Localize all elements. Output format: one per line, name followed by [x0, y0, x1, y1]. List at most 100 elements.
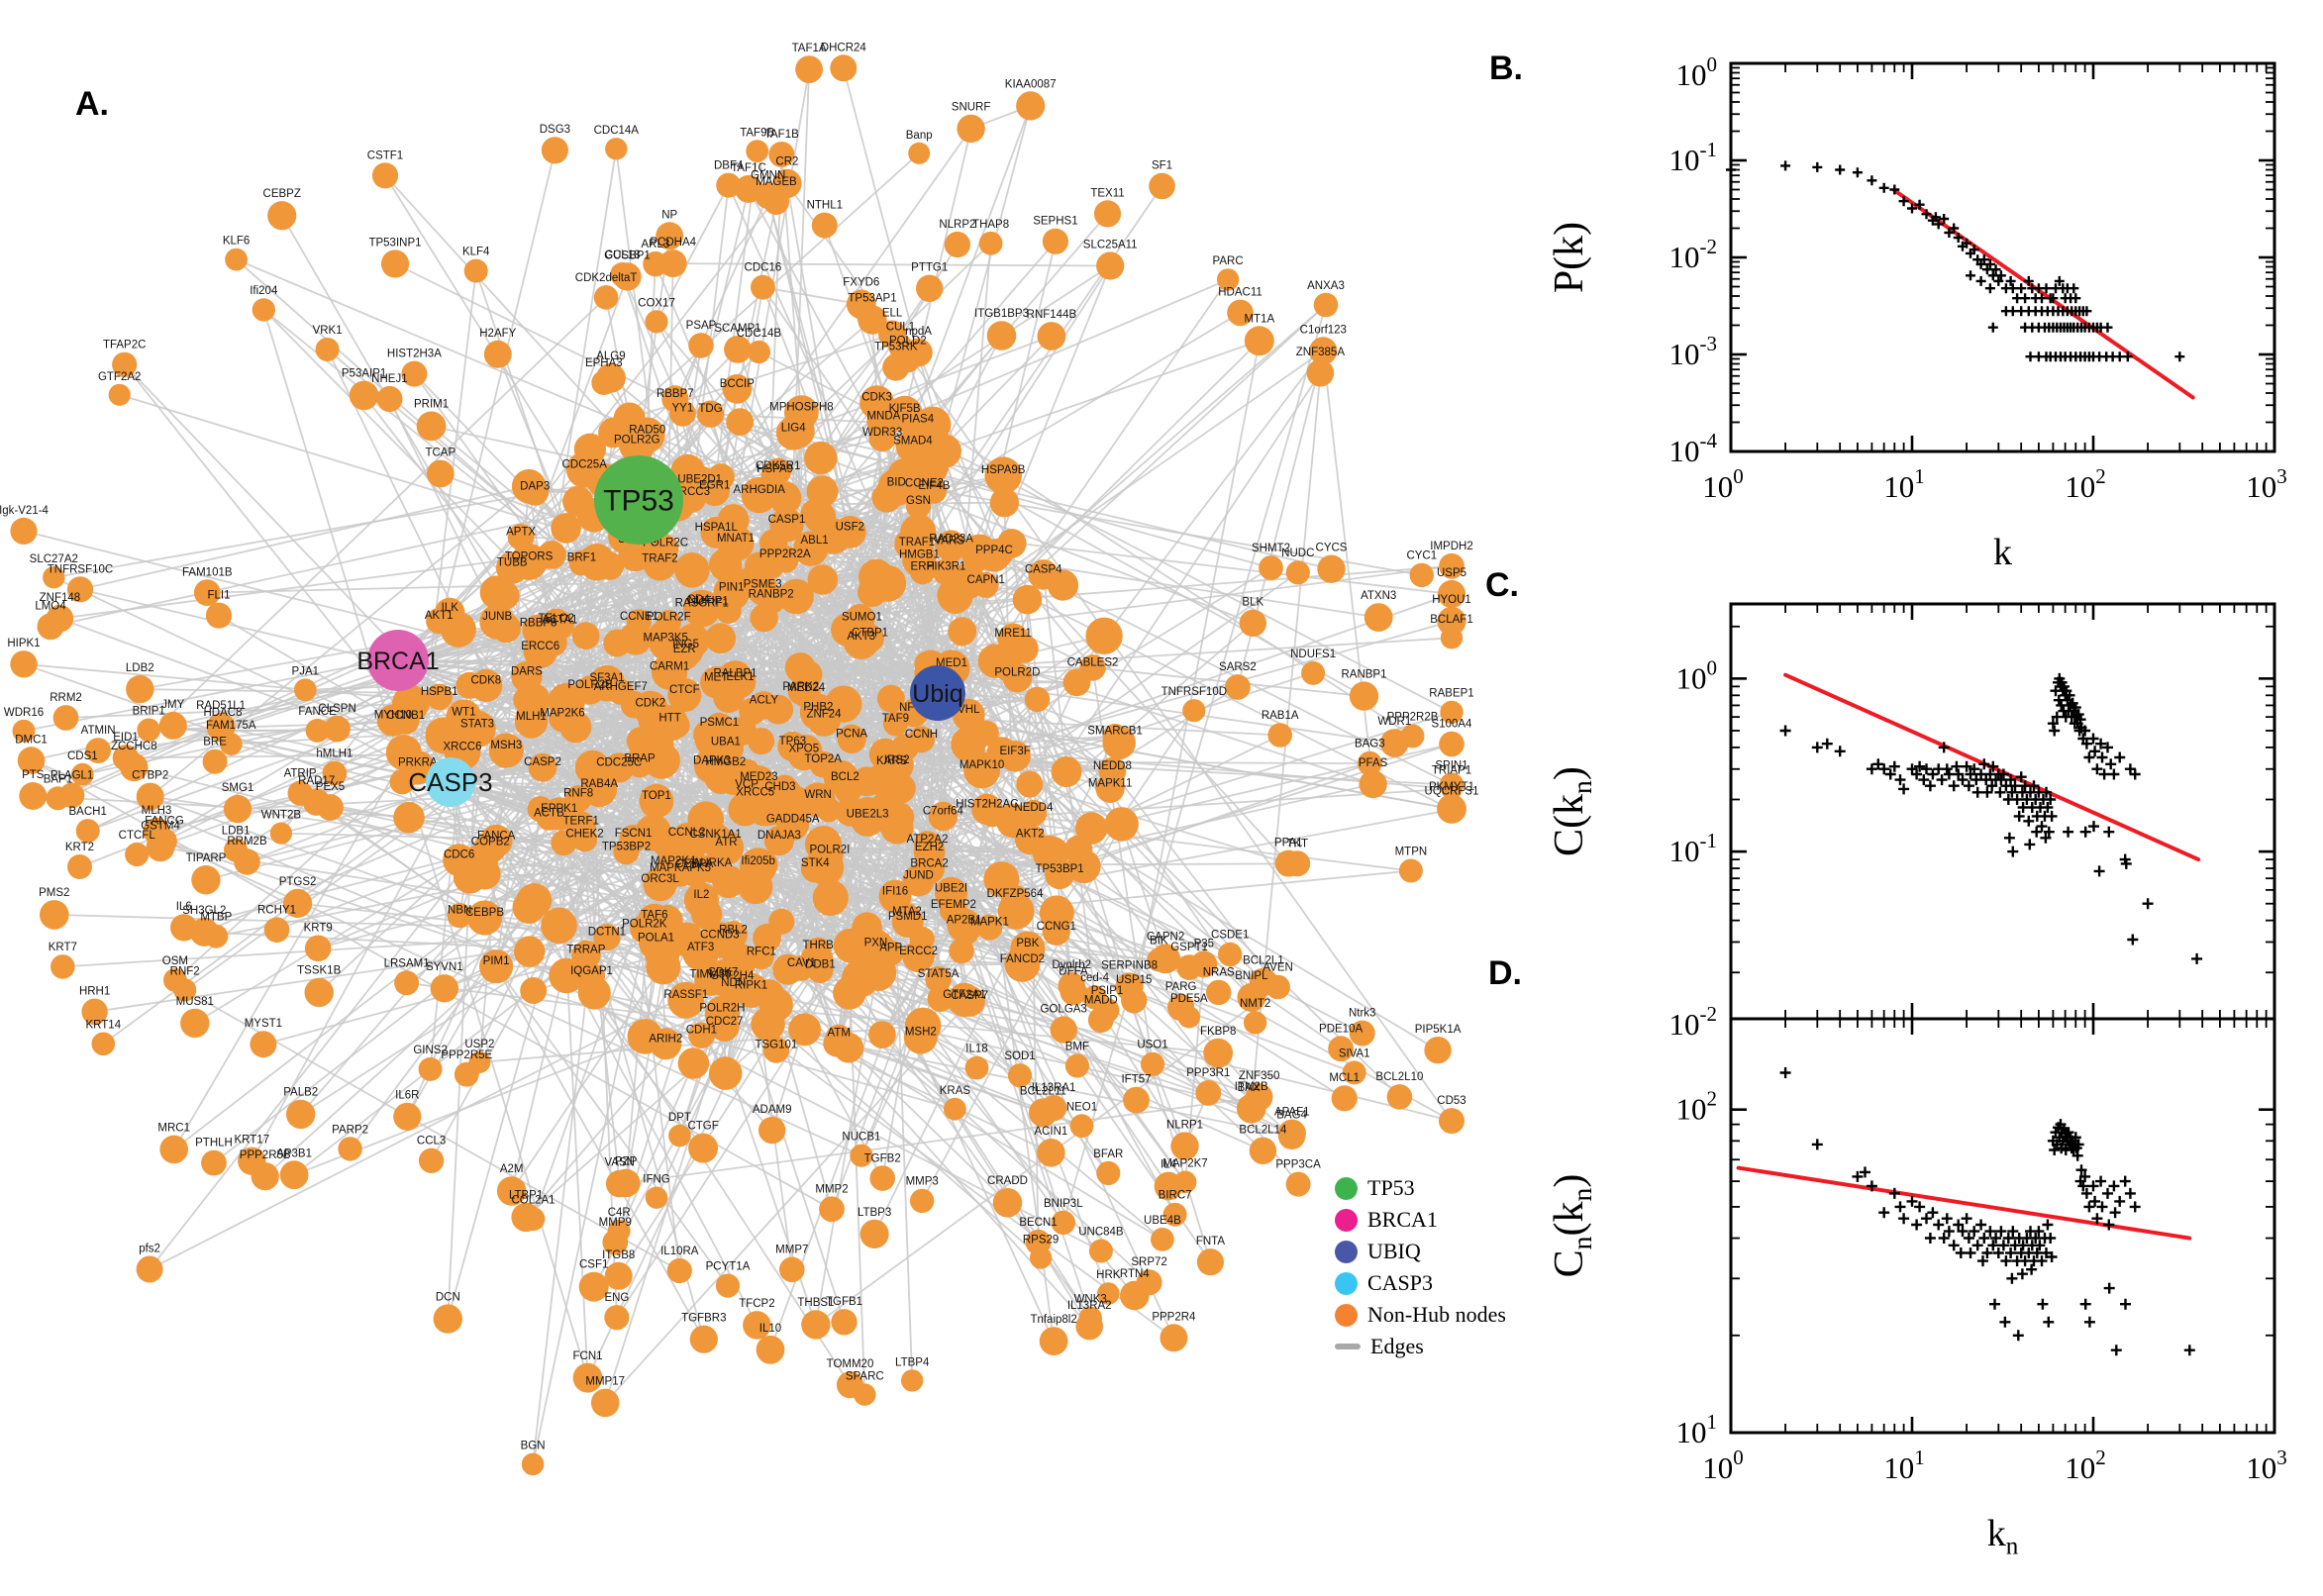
gene-label: TUBB: [497, 557, 528, 569]
gene-node: [1196, 1248, 1224, 1276]
gene-node: [909, 927, 935, 952]
gene-label: ATXN3: [1361, 590, 1396, 602]
gene-node: [1225, 674, 1251, 700]
gene-node: [895, 348, 921, 373]
gene-label: RASSF1: [663, 989, 708, 1001]
gene-label: ING5: [672, 639, 699, 650]
gene-label: NP: [661, 209, 677, 221]
gene-label: JUND: [903, 870, 934, 882]
gene-node: [158, 711, 187, 740]
gene-label: MSH2: [905, 1027, 937, 1039]
gene-node: [705, 623, 737, 654]
gene-node: [1047, 569, 1079, 601]
gene-node: [1386, 1084, 1413, 1110]
gene-label: THAP8: [972, 219, 1009, 231]
gene-node: [1012, 584, 1043, 615]
gene-label: APP: [879, 943, 902, 954]
gene-label: LTBP4: [895, 1356, 930, 1368]
gene-node: [202, 748, 228, 774]
gene-node: [1004, 946, 1041, 982]
gene-node: [528, 752, 557, 782]
gene-label: RRM2B: [227, 836, 267, 848]
gene-node: [81, 998, 108, 1025]
gene-label: MRC1: [157, 1123, 190, 1135]
gene-label: BRCA2: [910, 858, 948, 870]
gene-node: [1097, 1282, 1120, 1305]
gene-node: [747, 340, 771, 364]
gene-label: IFNG: [643, 1174, 670, 1186]
gene-node: [696, 400, 725, 428]
gene-node: [376, 385, 403, 413]
gene-node: [1227, 299, 1254, 327]
gene-node: [759, 529, 788, 557]
gene-label: USO1: [1137, 1040, 1167, 1051]
gene-label: NUDC: [1281, 548, 1314, 559]
gene-node: [939, 895, 968, 924]
panel-label-b: B.: [1489, 50, 1523, 87]
gene-label: PARG: [1165, 981, 1197, 993]
gene-label: CYC1: [1406, 550, 1437, 562]
gene-label: JMY: [161, 699, 184, 711]
gene-label: PPP2R4: [1152, 1311, 1196, 1323]
gene-node: [488, 733, 524, 768]
gene-label: MRE11: [994, 628, 1032, 640]
gene-label: BCL2L14: [1239, 1125, 1287, 1137]
gene-node: [708, 1056, 743, 1090]
gene-label: ILK: [442, 602, 459, 614]
gene-node: [559, 711, 592, 744]
gene-label: SPARC: [846, 1370, 884, 1382]
gene-label: PPP3CA: [1275, 1159, 1321, 1171]
gene-node: [1037, 322, 1066, 350]
gene-label: POLR2B: [567, 679, 613, 691]
gene-node: [269, 822, 292, 845]
gene-label: RIPK1: [735, 979, 767, 991]
gene-node: [916, 274, 944, 302]
gene-label: PCDHA4: [650, 237, 696, 249]
gene-label: DDB1: [805, 959, 836, 971]
gene-node: [1190, 950, 1218, 978]
gene-node: [812, 879, 849, 917]
gene-label: GMNN: [751, 169, 785, 181]
gene-node: [910, 1188, 935, 1214]
svg-text:102: 102: [2065, 1446, 2106, 1485]
gene-node: [901, 1369, 924, 1392]
gene-label: SOD1: [1004, 1050, 1035, 1062]
gene-node: [819, 1196, 845, 1223]
gene-label: HIST2H3A: [387, 349, 442, 360]
gene-label: MYST1: [245, 1018, 282, 1030]
gene-node: [756, 1335, 785, 1364]
gene-node: [836, 1371, 864, 1399]
gene-label: PEX5: [316, 781, 345, 793]
gene-node: [604, 1261, 633, 1290]
gene-node: [639, 783, 674, 819]
gene-label: DCTN1: [588, 927, 626, 939]
gene-label: EPHA3: [585, 357, 623, 369]
gene-label: FANCA: [477, 830, 516, 842]
gene-label: EZR: [673, 644, 696, 655]
gene-label: PDE10A: [1319, 1023, 1363, 1035]
gene-node: [768, 142, 795, 167]
gene-label: AURKA: [693, 857, 733, 869]
gene-node: [43, 566, 65, 589]
gene-label: EIF3F: [999, 746, 1030, 757]
gene-label: KLF6: [223, 236, 251, 248]
gene-node: [541, 907, 577, 945]
gene-label: KRT14: [86, 1019, 122, 1031]
gene-node: [716, 172, 742, 198]
gene-node: [1123, 1086, 1150, 1114]
gene-label: FKBP8: [1200, 1026, 1236, 1038]
gene-label: FXYD6: [843, 277, 879, 289]
gene-node: [986, 321, 1017, 350]
gene-node: [1160, 1324, 1188, 1352]
gene-label: PDE5A: [1170, 993, 1208, 1005]
gene-label: COX17: [638, 297, 675, 309]
gene-label: TSSK1B: [297, 965, 341, 977]
gene-node: [426, 683, 454, 711]
gene-node: [1039, 895, 1074, 931]
gene-label: hMLH1: [316, 748, 353, 760]
gene-label: MTA2: [892, 906, 922, 918]
gene-label: FSCN1: [615, 828, 653, 840]
gene-label: ZNF24: [806, 709, 842, 721]
gene-label: BCL2L10: [1375, 1071, 1423, 1083]
gene-label: TFCP2: [739, 1298, 774, 1310]
